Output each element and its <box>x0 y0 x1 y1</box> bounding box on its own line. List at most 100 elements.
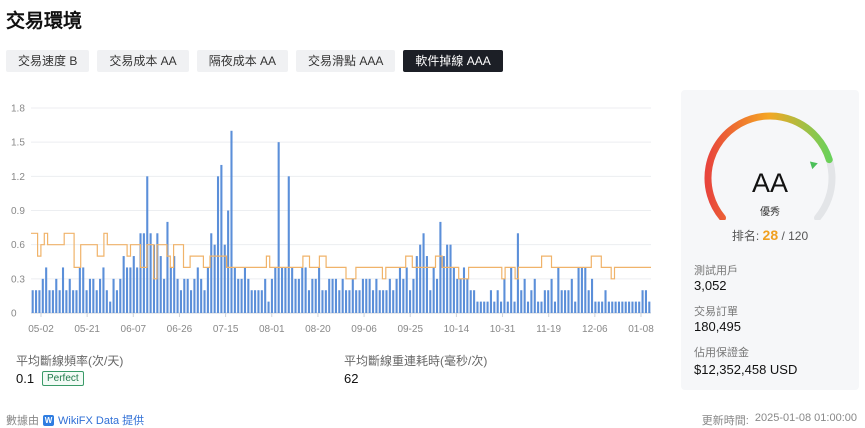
x-tick-label: 09-25 <box>397 324 423 335</box>
bar <box>254 290 257 313</box>
gauge-pointer-icon <box>809 161 818 170</box>
bar <box>462 267 466 313</box>
bar <box>365 278 368 313</box>
tab-disconnection[interactable]: 軟件掉線 AAA <box>403 50 503 72</box>
bar <box>129 267 132 313</box>
x-tick-label: 12-06 <box>582 324 608 335</box>
rating-caption: 優秀 <box>760 207 780 218</box>
bar <box>51 290 54 313</box>
bar <box>257 290 260 313</box>
bar <box>510 267 513 313</box>
x-tick-label: 07-15 <box>213 324 239 335</box>
bar <box>183 278 186 313</box>
bar <box>587 290 590 313</box>
bar <box>371 290 375 313</box>
bar <box>190 290 193 313</box>
x-tick-label: 06-07 <box>121 324 147 335</box>
bar <box>415 256 418 313</box>
bar <box>361 278 364 313</box>
y-tick-label: 0.3 <box>11 274 25 285</box>
bar <box>68 278 71 313</box>
y-tick-label: 0 <box>11 309 17 320</box>
x-tick-label: 01-08 <box>628 324 654 335</box>
stat-users-value: 3,052 <box>694 278 727 293</box>
bar <box>176 278 179 313</box>
bar <box>429 290 432 313</box>
bar <box>355 290 358 313</box>
bar <box>280 267 284 313</box>
bar <box>540 301 543 313</box>
bar <box>392 290 395 313</box>
bar <box>422 233 425 313</box>
bar <box>193 278 196 313</box>
bar <box>648 301 651 313</box>
tab-overnight-cost[interactable]: 隔夜成本 AA <box>196 50 289 72</box>
bar <box>179 290 182 313</box>
bar <box>584 267 587 313</box>
bar <box>166 221 169 313</box>
bar <box>125 267 129 313</box>
bar <box>473 290 476 313</box>
bar <box>132 256 135 313</box>
tab-slippage[interactable]: 交易滑點 AAA <box>296 50 396 72</box>
bar <box>611 301 614 313</box>
bar <box>634 301 637 313</box>
bar <box>557 267 560 313</box>
bar <box>574 301 577 313</box>
bar <box>395 278 398 313</box>
bar <box>580 267 583 313</box>
bar <box>341 278 344 313</box>
bar <box>291 267 294 313</box>
bar <box>99 278 102 313</box>
gauge-fill <box>704 112 833 220</box>
bar <box>432 267 435 313</box>
x-tick-label: 10-31 <box>490 324 516 335</box>
bar <box>547 290 550 313</box>
bar <box>122 256 125 313</box>
bar <box>233 267 236 313</box>
source-brand-link[interactable]: WikiFX Data 提供 <box>58 415 145 427</box>
bar <box>412 278 415 313</box>
bar <box>348 290 351 313</box>
bar <box>230 130 233 313</box>
x-tick-label: 08-20 <box>305 324 331 335</box>
bar <box>358 290 361 313</box>
freq-value: 0.1 <box>16 371 35 386</box>
bar <box>169 267 172 313</box>
tab-trading-speed[interactable]: 交易速度 B <box>6 50 90 72</box>
bar <box>55 278 58 313</box>
bar <box>641 290 644 313</box>
bar <box>402 278 405 313</box>
bar <box>469 290 472 313</box>
bar <box>301 267 304 313</box>
x-tick-label: 11-19 <box>536 324 561 335</box>
bar <box>577 267 580 313</box>
bar <box>446 244 449 313</box>
bar <box>425 256 428 313</box>
x-tick-label: 09-06 <box>351 324 377 335</box>
update-label: 更新時間: <box>701 415 749 427</box>
bar <box>136 267 139 313</box>
bar <box>409 290 412 313</box>
bar <box>142 233 145 313</box>
update-time: 更新時間: 2025-01-08 01:00:00 <box>702 412 857 428</box>
bar <box>223 244 226 313</box>
bar <box>270 278 273 313</box>
bar <box>328 278 331 313</box>
bar <box>537 301 540 313</box>
bar <box>351 278 354 313</box>
bar <box>513 301 516 313</box>
bar <box>378 290 381 313</box>
bar <box>435 278 439 313</box>
wikifx-logo-icon: W <box>43 414 54 426</box>
bar <box>297 278 300 313</box>
bar <box>338 290 341 313</box>
bar <box>287 176 290 313</box>
disconnection-chart: 0 0.3 0.6 0.9 1.2 1.5 1.8 05-02 05-21 06-07 06-26 0… <box>11 104 654 336</box>
bar <box>159 256 162 313</box>
tab-trading-cost[interactable]: 交易成本 AA <box>97 50 189 72</box>
reconnect-value: 62 <box>344 371 359 386</box>
rating-value: AA <box>751 168 789 198</box>
bar <box>530 290 533 313</box>
bar <box>466 278 469 313</box>
